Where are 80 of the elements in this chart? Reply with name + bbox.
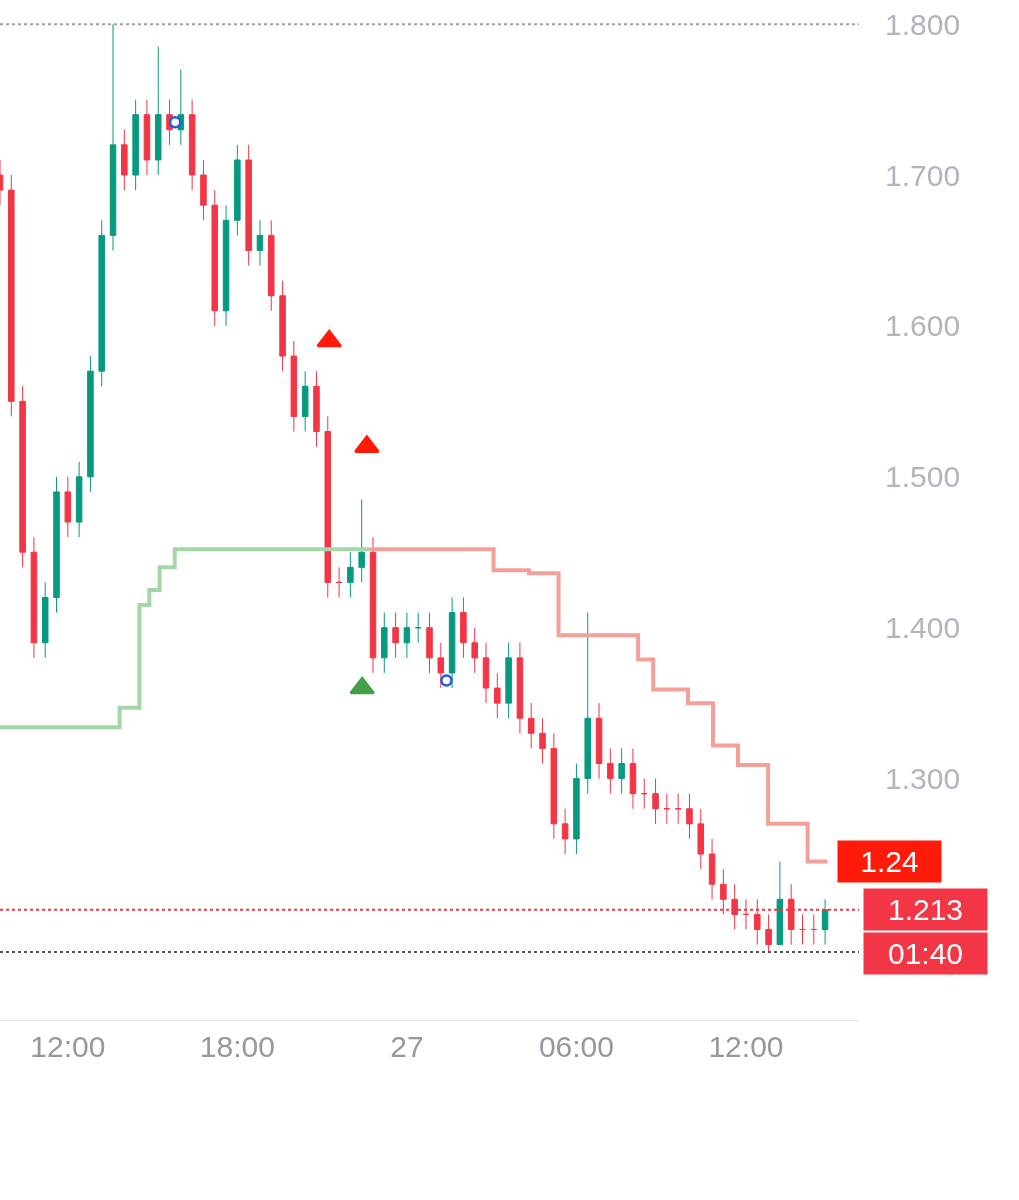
candlestick: [267, 219, 275, 312]
text: 01:40: [887, 937, 964, 970]
x-tick-label: 27: [390, 1030, 424, 1063]
x-tick-label: 12:00: [708, 1030, 784, 1063]
ref-line-label: 1.213: [887, 893, 964, 926]
candlestick: [437, 642, 445, 689]
candlestick: [403, 612, 411, 659]
candlestick: [358, 498, 365, 583]
candlestick: [527, 702, 535, 749]
x-tick-label: 12:00: [30, 1030, 106, 1063]
x-tick-label: 06:00: [538, 1030, 614, 1063]
candlestick: [471, 627, 478, 674]
candlestick: [674, 793, 682, 825]
candlestick: [381, 612, 388, 674]
candlestick: [607, 747, 614, 795]
y-tick-label: 1.700: [885, 158, 961, 192]
candlestick: [482, 642, 490, 704]
candlestick: [810, 913, 818, 946]
candlestick: [708, 838, 716, 900]
candlestick: [200, 159, 207, 221]
candlestick: [98, 219, 105, 387]
candlestick: [629, 747, 637, 810]
candlestick: [143, 99, 151, 176]
candlestick: [211, 189, 219, 327]
y-tick-label: 1.400: [885, 611, 961, 645]
candlestick: [87, 355, 94, 493]
candlestick: [584, 612, 592, 795]
x-tick-label: 18:00: [199, 1030, 275, 1063]
candlestick: [392, 612, 399, 659]
candlestick: [8, 174, 15, 417]
candlestick: [245, 144, 252, 267]
candlestick: [324, 415, 332, 599]
candlestick: [448, 597, 456, 689]
candlestick: [64, 476, 72, 538]
candlestick: [663, 793, 671, 825]
candlestick: [652, 778, 659, 825]
candlestick: [335, 566, 343, 599]
candlestick: [686, 793, 693, 840]
candlestick: [188, 99, 196, 191]
y-tick-label: 1.500: [885, 460, 961, 494]
candlestick: [301, 370, 309, 433]
candlestick: [776, 861, 784, 946]
annotation: 1.24: [860, 845, 919, 878]
candlestick: [234, 144, 241, 236]
candlestick: [494, 672, 501, 719]
candlestick: [618, 747, 625, 795]
candlestick: [30, 536, 38, 659]
candlestick: [561, 808, 569, 855]
y-tick-label: 1.300: [885, 762, 961, 796]
y-tick-label: 1.800: [885, 7, 961, 41]
candlestick: [369, 536, 377, 674]
candlestick: [821, 898, 829, 946]
candlestick: [313, 370, 320, 448]
y-tick-label: 1.600: [885, 309, 961, 343]
candlestick: [154, 46, 162, 176]
candlestick: [75, 461, 83, 538]
candlestick: [595, 702, 603, 780]
candlestick: [132, 99, 139, 191]
candlestick: [41, 581, 49, 659]
candlestick: [799, 913, 806, 946]
candlestick: [347, 551, 354, 599]
candlestick: [640, 778, 648, 810]
candlestick: [505, 642, 512, 719]
candlestick: [550, 732, 558, 840]
candlestick: [460, 597, 467, 659]
candlestick: [539, 717, 546, 764]
candlestick: [414, 612, 422, 644]
candlestick: [516, 642, 524, 734]
candlestick: [765, 913, 772, 953]
candlestick: [121, 129, 128, 191]
candlestick: [573, 762, 580, 855]
candlestick: [426, 612, 433, 674]
candlestick: [53, 476, 60, 614]
candlestick: [222, 204, 230, 327]
candlestick: [279, 280, 286, 372]
candlestick: [19, 385, 26, 568]
candlestick: [109, 23, 117, 251]
candlestick: [290, 340, 298, 433]
candlestick: [256, 219, 264, 267]
candlestick: [697, 808, 705, 870]
